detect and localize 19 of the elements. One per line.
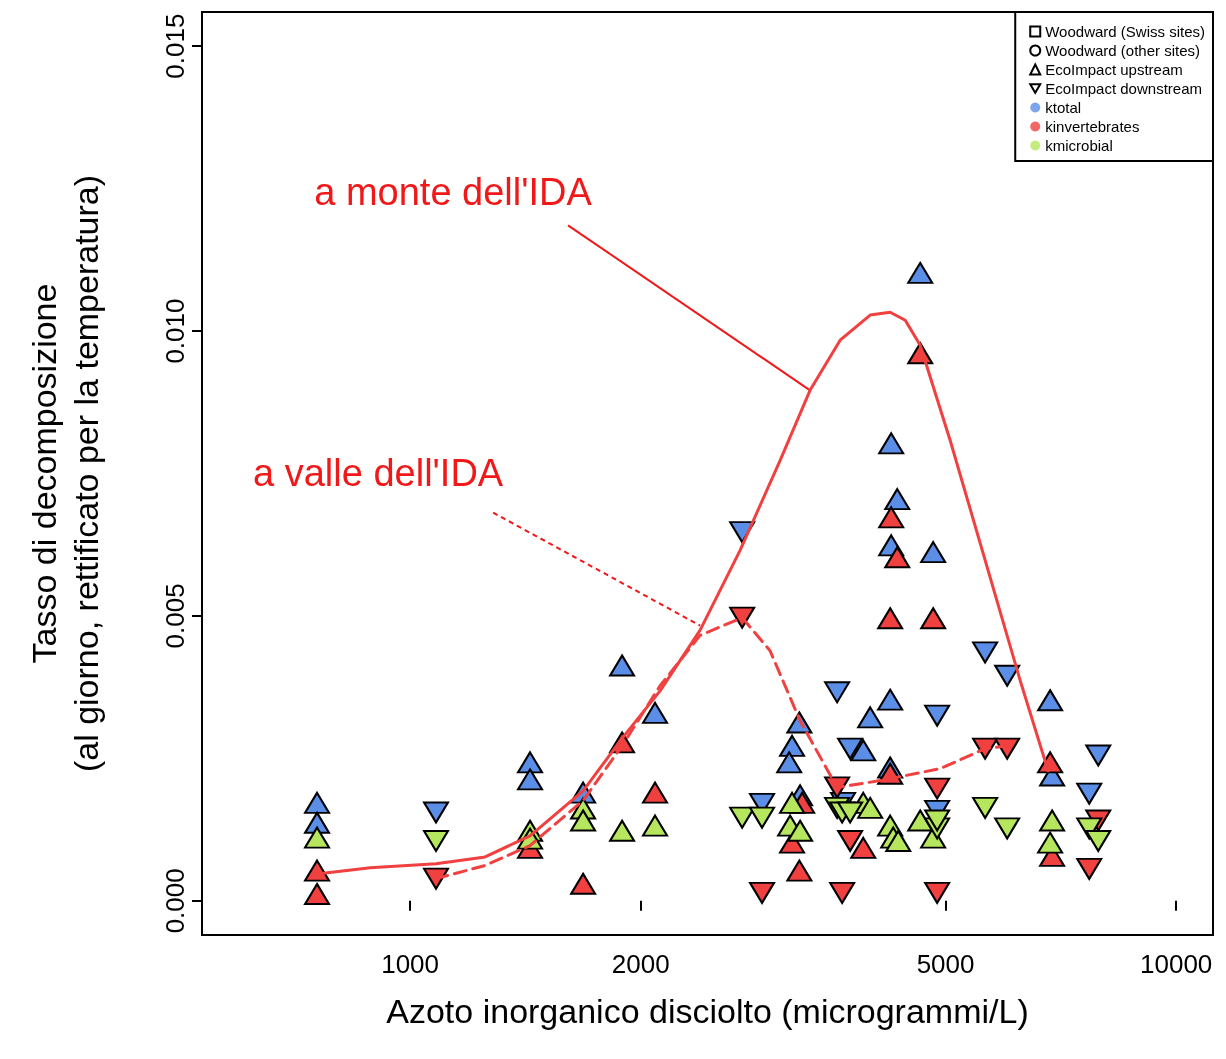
y-tick-label: 0.000 <box>160 868 190 934</box>
y-axis-title: Tasso di decomposizione (al giorno, rettificato per la temperatura) <box>25 174 105 773</box>
legend-label: EcoImpact downstream <box>1045 80 1202 97</box>
legend-label: kmicrobial <box>1045 137 1113 154</box>
y-tick-label: 0.015 <box>160 13 190 79</box>
x-tick-label: 5000 <box>916 949 975 979</box>
legend-label: Woodward (other sites) <box>1045 42 1201 59</box>
x-tick-label: 1000 <box>381 949 440 979</box>
x-tick-label: 10000 <box>1140 949 1213 979</box>
x-axis-title: Azoto inorganico disciolto (microgrammi/L) <box>386 992 1029 1030</box>
x-tick-label: 2000 <box>611 949 670 979</box>
legend-label: kinvertebrates <box>1045 118 1140 135</box>
y-tick-label: 0.005 <box>160 583 190 649</box>
legend-label: Woodward (Swiss sites) <box>1045 23 1205 40</box>
annotation: a monte dell'IDA <box>314 171 593 214</box>
legend-label: ktotal <box>1045 99 1082 116</box>
y-tick-label: 0.010 <box>160 298 190 364</box>
legend-label: EcoImpact upstream <box>1045 61 1183 78</box>
annotation: a valle dell'IDA <box>253 451 504 494</box>
